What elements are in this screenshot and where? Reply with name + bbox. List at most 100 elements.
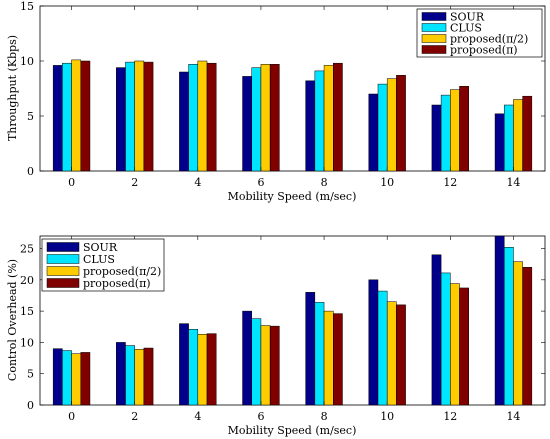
throughput-bar	[134, 60, 145, 172]
control-overhead-legend-swatch	[46, 266, 80, 276]
control-overhead-bar	[188, 329, 199, 406]
throughput-legend-swatch	[421, 45, 447, 54]
control-overhead-y-tick-label: 25	[20, 243, 34, 256]
control-overhead-legend-label: SOUR	[83, 241, 118, 254]
throughput-legend-label: proposed(π)	[450, 44, 518, 57]
control-overhead-x-tick-label: 10	[380, 410, 394, 423]
throughput-y-tick-label: 0	[27, 165, 34, 178]
control-overhead-bar	[503, 247, 514, 406]
throughput-bar	[52, 65, 63, 172]
control-overhead-legend-swatch	[46, 254, 80, 264]
control-overhead-x-tick-label: 6	[257, 410, 264, 423]
control-overhead-bar	[522, 267, 533, 406]
control-overhead-chart: 0 5 10 15 20 25 0 2 4 6 8 10 12 14 Control Overhead …	[6, 235, 546, 437]
throughput-bar	[503, 104, 514, 172]
throughput-bar	[323, 65, 334, 172]
control-overhead-bar	[333, 313, 343, 406]
throughput-y-tick-label: 10	[20, 55, 34, 68]
throughput-bar	[125, 61, 135, 172]
throughput-x-tick-label: 14	[506, 176, 520, 189]
control-overhead-bar	[71, 353, 82, 406]
throughput-x-tick-label: 2	[131, 176, 138, 189]
throughput-bar	[513, 99, 523, 172]
control-overhead-bar	[179, 323, 189, 406]
throughput-chart: 0 5 10 15 0 2 4 6 8 10 12 14 Throughput (Kbps) Mob…	[6, 0, 546, 203]
throughput-bar	[494, 113, 505, 172]
throughput-bar	[522, 95, 533, 172]
control-overhead-x-axis-label: Mobility Speed (m/sec)	[228, 424, 357, 437]
throughput-y-tick-label: 5	[27, 110, 34, 123]
control-overhead-bar	[368, 279, 379, 406]
throughput-bar	[143, 61, 154, 172]
throughput-legend-swatch	[421, 34, 447, 43]
throughput-bar	[179, 71, 189, 172]
throughput-x-tick-label: 0	[68, 176, 75, 189]
throughput-bar	[450, 89, 460, 172]
throughput-x-tick-label: 12	[443, 176, 457, 189]
control-overhead-bar	[494, 235, 505, 406]
throughput-x-tick-label: 10	[380, 176, 394, 189]
control-overhead-y-tick-label: 5	[27, 368, 34, 381]
throughput-bar	[368, 93, 379, 172]
throughput-bar	[188, 64, 199, 172]
control-overhead-x-tick-label: 2	[131, 410, 138, 423]
throughput-legend-label: CLUS	[450, 22, 482, 35]
control-overhead-x-tick-label: 0	[68, 410, 75, 423]
control-overhead-y-tick-label: 0	[27, 399, 34, 412]
control-overhead-legend-swatch	[46, 242, 80, 252]
control-overhead-x-tick-label: 12	[443, 410, 457, 423]
throughput-x-tick-label: 8	[321, 176, 328, 189]
control-overhead-x-tick-label: 8	[321, 410, 328, 423]
control-overhead-bar	[116, 342, 126, 406]
throughput-bar	[116, 67, 126, 172]
control-overhead-bar	[80, 352, 91, 406]
throughput-bar	[386, 78, 397, 172]
throughput-bar	[260, 64, 271, 172]
throughput-bar	[459, 86, 469, 172]
control-overhead-bar	[134, 349, 145, 406]
control-overhead-y-axis-label: Control Overhead (%)	[6, 259, 19, 381]
control-overhead-bar	[206, 333, 217, 406]
control-overhead-bar	[513, 261, 523, 406]
control-overhead-bar	[143, 347, 154, 406]
control-overhead-bar	[305, 292, 316, 406]
throughput-legend-label: SOUR	[450, 11, 485, 24]
throughput-bar	[197, 60, 208, 172]
control-overhead-bar	[440, 272, 451, 406]
control-overhead-bar	[242, 310, 252, 406]
control-overhead-y-tick-label: 20	[20, 274, 34, 287]
throughput-bar	[377, 83, 388, 172]
throughput-legend-label: proposed(π/2)	[450, 33, 528, 46]
control-overhead-legend-swatch	[46, 278, 80, 288]
control-overhead-bar	[62, 350, 72, 406]
throughput-bar	[396, 75, 406, 172]
control-overhead-bar	[396, 304, 406, 406]
throughput-bar	[62, 62, 72, 172]
control-overhead-bar	[450, 283, 460, 406]
control-overhead-bar	[251, 318, 262, 406]
control-overhead-bar	[459, 287, 469, 406]
throughput-legend-swatch	[421, 12, 447, 21]
throughput-bar	[71, 59, 82, 172]
throughput-bar	[206, 62, 217, 172]
throughput-x-tick-label: 4	[194, 176, 201, 189]
control-overhead-bar	[125, 345, 135, 406]
control-overhead-legend-label: proposed(π)	[83, 277, 151, 290]
throughput-legend-swatch	[421, 23, 447, 32]
control-overhead-bar	[197, 334, 208, 406]
throughput-bar	[431, 104, 442, 172]
control-overhead-x-tick-label: 4	[194, 410, 201, 423]
control-overhead-bar	[377, 290, 388, 406]
throughput-bar	[269, 64, 280, 172]
throughput-x-axis-label: Mobility Speed (m/sec)	[228, 190, 357, 203]
control-overhead-bar	[323, 310, 334, 406]
throughput-bar	[333, 62, 343, 172]
throughput-bar	[440, 94, 451, 172]
throughput-x-tick-label: 6	[257, 176, 264, 189]
control-overhead-y-tick-label: 10	[20, 336, 34, 349]
throughput-y-axis-label: Throughput (Kbps)	[6, 35, 19, 141]
throughput-bar	[242, 76, 252, 172]
throughput-bar	[314, 70, 325, 172]
